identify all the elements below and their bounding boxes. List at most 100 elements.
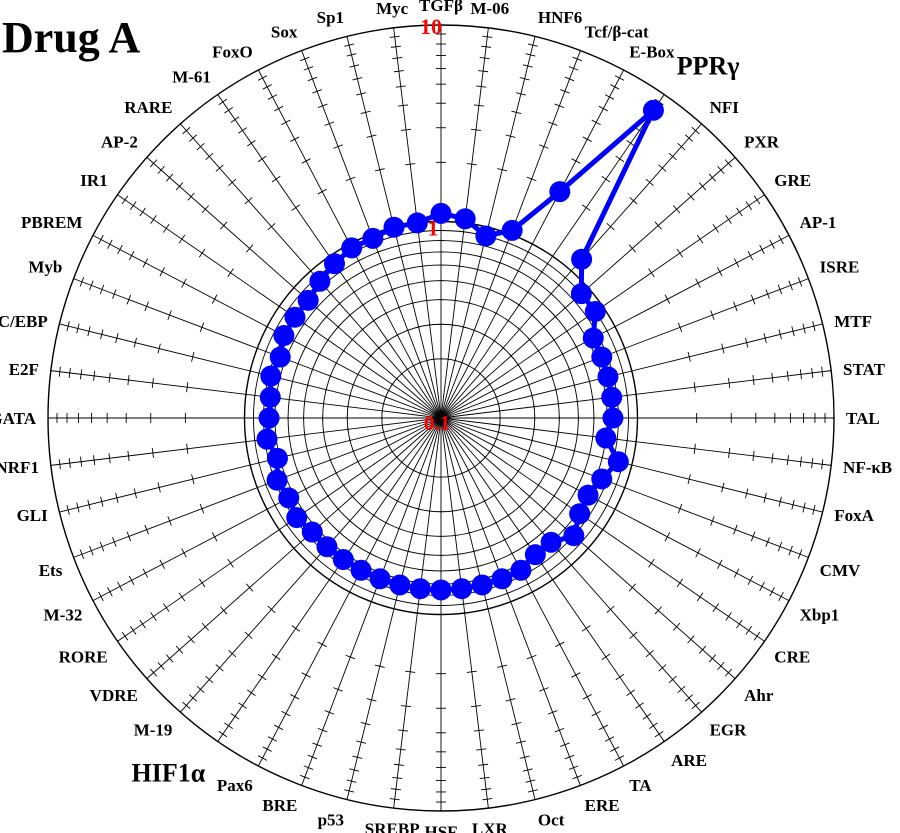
tick-mark bbox=[693, 443, 696, 454]
ring-label: 10 bbox=[420, 14, 442, 39]
tick-mark bbox=[165, 654, 174, 663]
tick-mark bbox=[504, 241, 511, 245]
tick-mark bbox=[710, 516, 715, 526]
tick-mark bbox=[76, 323, 80, 334]
tick-mark bbox=[367, 280, 373, 285]
tick-mark bbox=[291, 204, 301, 211]
tick-mark bbox=[574, 486, 579, 492]
tick-mark bbox=[303, 398, 306, 405]
tick-mark bbox=[303, 431, 306, 438]
tick-mark bbox=[505, 318, 511, 323]
tick-mark bbox=[536, 482, 541, 488]
tick-mark bbox=[248, 460, 252, 470]
tick-mark bbox=[560, 742, 570, 747]
tick-mark bbox=[296, 469, 300, 476]
tick-mark bbox=[144, 301, 149, 312]
tick-mark bbox=[384, 394, 388, 400]
category-label: ARE bbox=[671, 751, 707, 770]
tick-mark bbox=[487, 448, 492, 455]
tick-mark bbox=[629, 197, 638, 205]
tick-mark bbox=[573, 447, 576, 454]
tick-mark bbox=[394, 454, 399, 460]
data-point bbox=[297, 289, 319, 311]
tick-mark bbox=[724, 668, 733, 677]
tick-mark bbox=[645, 649, 654, 658]
tick-mark bbox=[366, 134, 377, 138]
tick-mark bbox=[401, 268, 408, 271]
tick-mark bbox=[788, 545, 793, 556]
category-label: FoxA bbox=[834, 506, 874, 525]
tick-mark bbox=[356, 92, 367, 96]
tick-mark bbox=[560, 351, 565, 357]
tick-mark bbox=[696, 234, 704, 244]
tick-mark bbox=[167, 516, 172, 526]
tick-mark bbox=[355, 259, 362, 263]
tick-mark bbox=[331, 570, 338, 575]
tick-mark bbox=[87, 499, 91, 510]
category-label: MTF bbox=[834, 312, 872, 331]
tick-mark bbox=[409, 302, 416, 305]
tick-mark bbox=[676, 578, 684, 588]
tick-mark bbox=[394, 376, 399, 382]
category-label: M-19 bbox=[134, 721, 173, 740]
tick-mark bbox=[687, 474, 691, 485]
tick-mark bbox=[128, 575, 135, 586]
tick-mark bbox=[459, 471, 465, 475]
tick-mark bbox=[198, 578, 206, 588]
tick-mark bbox=[100, 496, 104, 507]
tick-mark bbox=[672, 205, 681, 214]
tick-mark bbox=[483, 607, 493, 611]
tick-mark bbox=[400, 128, 412, 131]
tick-mark bbox=[563, 525, 568, 531]
tick-mark bbox=[201, 205, 210, 214]
tick-mark bbox=[649, 722, 658, 729]
data-point bbox=[362, 227, 384, 249]
tick-mark bbox=[721, 343, 725, 354]
tick-mark bbox=[191, 474, 195, 485]
tick-mark bbox=[399, 371, 405, 376]
tick-mark bbox=[778, 234, 784, 245]
tick-mark bbox=[351, 582, 357, 586]
tick-mark bbox=[383, 273, 390, 277]
tick-mark bbox=[346, 53, 357, 57]
tick-mark bbox=[314, 556, 320, 561]
tick-mark bbox=[470, 283, 477, 286]
tick-mark bbox=[334, 360, 338, 366]
tick-mark bbox=[112, 537, 117, 547]
tick-mark bbox=[476, 85, 487, 88]
tick-mark bbox=[215, 664, 224, 672]
tick-mark bbox=[218, 98, 228, 106]
tick-mark bbox=[404, 328, 411, 332]
tick-mark bbox=[346, 779, 357, 783]
tick-mark bbox=[390, 381, 395, 388]
tick-mark bbox=[668, 152, 677, 161]
category-label: AP-2 bbox=[101, 132, 138, 151]
tick-mark bbox=[601, 653, 611, 661]
category-label: C/EBP bbox=[0, 312, 48, 331]
tick-mark bbox=[752, 450, 755, 461]
data-point bbox=[584, 300, 606, 322]
tick-mark bbox=[368, 477, 374, 483]
tick-mark bbox=[753, 195, 761, 205]
tick-mark bbox=[151, 447, 154, 459]
category-label: Oct bbox=[538, 811, 565, 830]
tick-mark bbox=[301, 672, 311, 678]
tick-mark bbox=[544, 470, 548, 476]
tick-mark bbox=[115, 492, 119, 503]
tick-mark bbox=[459, 241, 466, 243]
tick-mark bbox=[211, 294, 218, 304]
tick-mark bbox=[486, 288, 493, 291]
tick-mark bbox=[491, 387, 496, 394]
tick-mark bbox=[325, 493, 330, 499]
tick-mark bbox=[693, 382, 696, 393]
tick-mark bbox=[763, 333, 767, 344]
tick-mark bbox=[504, 591, 511, 595]
tick-mark bbox=[481, 333, 488, 337]
tick-mark bbox=[128, 250, 135, 261]
tick-mark bbox=[198, 248, 206, 258]
tick-mark bbox=[635, 389, 638, 400]
tick-mark bbox=[291, 451, 294, 458]
tick-mark bbox=[426, 324, 433, 326]
ring-label: 1 bbox=[428, 216, 439, 241]
category-label: AP-1 bbox=[800, 213, 837, 232]
